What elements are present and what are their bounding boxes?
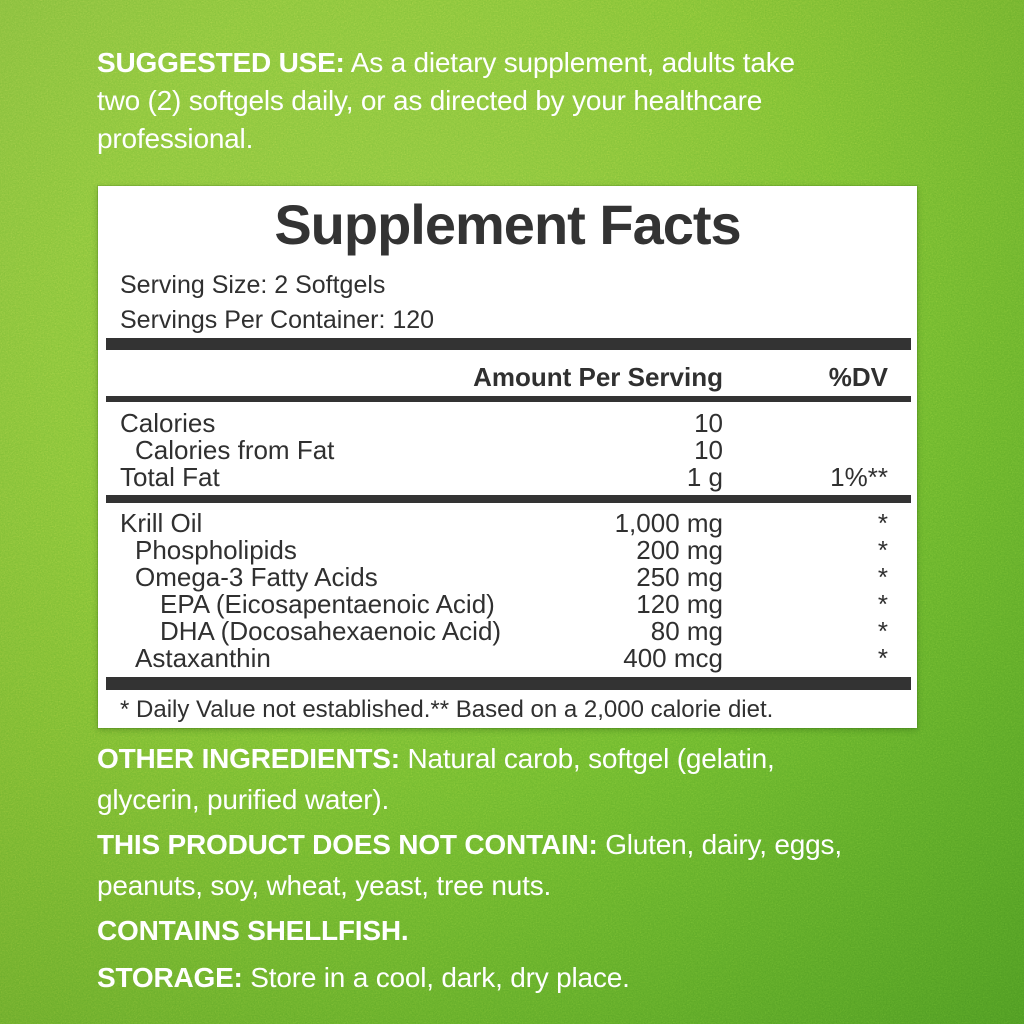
suggested-use-section: SUGGESTED USE: As a dietary supplement, … [97,44,937,158]
ingredient-amount: 1 g [686,462,723,492]
ingredient-dv: * [877,535,888,565]
storage-label: STORAGE: [97,962,243,993]
suggested-use-text: As a dietary supplement, adults take two… [97,47,795,154]
ingredient-amount: 1,000 mg [614,508,723,538]
panel-title: Supplement Facts [274,193,741,256]
ingredient-amount: 10 [694,435,723,465]
ingredient-name: Phospholipids [135,535,297,565]
ingredient-amount: 80 mg [650,616,723,646]
table-row: Omega-3 Fatty Acids 250 mg * [120,564,888,591]
table-row: EPA (Eicosapentaenoic Acid) 120 mg * [120,591,888,618]
ingredient-amount: 400 mcg [623,643,723,673]
does-not-contain-paragraph: THIS PRODUCT DOES NOT CONTAIN: Gluten, d… [97,824,957,906]
supplement-facts-panel: Supplement Facts Serving Size: 2 Softgel… [98,186,917,728]
other-ingredients-paragraph: OTHER INGREDIENTS: Natural carob, softge… [97,738,957,820]
suggested-use-paragraph: SUGGESTED USE: As a dietary supplement, … [97,44,937,158]
ingredient-dv [723,437,888,464]
ingredient-name: Krill Oil [120,508,203,538]
ingredient-name: EPA (Eicosapentaenoic Acid) [160,589,495,619]
suggested-use-label: SUGGESTED USE: [97,47,345,78]
ingredient-amount: 10 [694,408,723,438]
other-ingredients-label: OTHER INGREDIENTS: [97,743,400,774]
contains-shellfish-label: CONTAINS SHELLFISH. [97,915,409,946]
ingredient-dv: * [877,643,888,673]
percent-dv-header: %DV [828,362,888,392]
bottom-info-section: OTHER INGREDIENTS: Natural carob, softge… [97,738,957,1002]
table-row: Phospholipids 200 mg * [120,537,888,564]
table-row: Astaxanthin 400 mcg * [120,645,888,672]
does-not-contain-text: Gluten, dairy, eggs, peanuts, soy, wheat… [97,829,842,901]
ingredient-name: DHA (Docosahexaenoic Acid) [160,616,502,646]
other-ingredients-text: Natural carob, softgel (gelatin, glyceri… [97,743,775,815]
header-divider-bar [106,396,911,402]
serving-size: Serving Size: 2 Softgels [120,271,386,299]
contains-shellfish-paragraph: CONTAINS SHELLFISH. [97,910,957,951]
ingredient-amount: 200 mg [636,535,723,565]
ingredient-rows-group: Krill Oil 1,000 mg * Phospholipids 200 mg * Om… [120,510,888,672]
table-row: Calories from Fat 10 [120,437,888,464]
storage-text: Store in a cool, dark, dry place. [250,962,630,993]
table-row: Calories 10 [120,410,888,437]
section-divider-bar [106,495,911,503]
ingredient-dv [723,410,888,437]
ingredient-dv: * [877,616,888,646]
calorie-rows-group: Calories 10 Calories from Fat 10 Total Fat 1 … [120,410,888,491]
table-row: Krill Oil 1,000 mg * [120,510,888,537]
ingredient-name: Calories from Fat [135,435,335,465]
table-row: Total Fat 1 g 1%** [120,464,888,491]
does-not-contain-label: THIS PRODUCT DOES NOT CONTAIN: [97,829,598,860]
ingredient-name: Calories [120,408,216,438]
thick-divider-bar [106,338,911,350]
table-header-row: Amount Per Serving %DV [120,363,888,391]
ingredient-name: Omega-3 Fatty Acids [135,562,378,592]
daily-value-footnote: * Daily Value not established.** Based o… [120,696,774,723]
amount-per-serving-header: Amount Per Serving [473,362,723,392]
ingredient-dv: * [877,589,888,619]
ingredient-amount: 120 mg [636,589,723,619]
servings-per-container: Servings Per Container: 120 [120,306,435,334]
ingredient-dv: * [877,508,888,538]
thick-divider-bar [106,677,911,690]
ingredient-amount: 250 mg [636,562,723,592]
ingredient-dv: * [877,562,888,592]
ingredient-name: Astaxanthin [135,643,271,673]
ingredient-name: Total Fat [120,462,220,492]
table-row: DHA (Docosahexaenoic Acid) 80 mg * [120,618,888,645]
ingredient-dv: 1%** [830,462,888,492]
storage-paragraph: STORAGE: Store in a cool, dark, dry plac… [97,957,957,998]
